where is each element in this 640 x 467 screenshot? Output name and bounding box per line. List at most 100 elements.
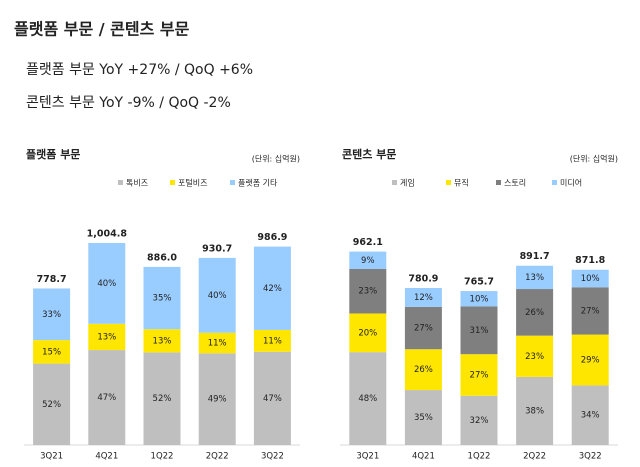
bar-segment	[404, 349, 442, 391]
segment-label: 9%	[361, 256, 375, 266]
legend-swatch	[118, 180, 123, 185]
summary-line: 콘텐츠 부문 YoY -9% / QoQ -2%	[26, 95, 231, 111]
segment-label: 31%	[470, 326, 489, 336]
segment-label: 42%	[263, 284, 282, 294]
segment-label: 10%	[581, 274, 600, 284]
bar-segment	[88, 350, 126, 445]
legend-label: 뮤직	[454, 178, 469, 188]
x-tick-label: 3Q21	[40, 452, 63, 462]
bar-segment	[198, 332, 236, 354]
x-tick-label: 3Q22	[579, 452, 602, 462]
legend-label: 플랫폼 기타	[238, 178, 278, 188]
summary-line: 플랫폼 부문 YoY +27% / QoQ +6%	[26, 62, 253, 78]
bar-segment	[88, 243, 126, 324]
segment-label: 27%	[414, 324, 433, 334]
legend-label: 톡비즈	[126, 179, 148, 188]
bar-segment	[571, 269, 609, 288]
segment-label: 33%	[42, 310, 61, 320]
total-label: 930.7	[202, 243, 232, 254]
bar-segment	[404, 390, 442, 445]
page-title: 플랫폼 부문 / 콘텐츠 부문	[14, 20, 190, 39]
bar-segment	[253, 351, 291, 445]
bar-segment	[198, 353, 236, 445]
total-label: 871.8	[575, 255, 605, 266]
segment-label: 10%	[470, 294, 489, 304]
segment-label: 52%	[42, 400, 61, 410]
bar-segment	[253, 246, 291, 330]
x-tick-label: 3Q21	[356, 452, 379, 462]
segment-label: 35%	[414, 413, 433, 423]
total-label: 765.7	[464, 277, 494, 288]
bar-segment	[460, 395, 498, 445]
x-tick-label: 4Q21	[412, 452, 435, 462]
segment-label: 40%	[208, 291, 227, 301]
bar-segment	[516, 376, 554, 445]
bar-segment	[516, 289, 554, 336]
segment-label: 38%	[525, 406, 544, 416]
bar-segment	[198, 257, 236, 333]
legend-label: 포털비즈	[178, 178, 207, 188]
bar-segment	[33, 288, 71, 341]
bar-segment	[143, 352, 181, 445]
x-tick-label: 1Q22	[151, 452, 174, 462]
bar-segment	[88, 323, 126, 351]
legend-label: 스토리	[504, 179, 526, 188]
segment-label: 23%	[525, 352, 544, 362]
segment-label: 27%	[581, 306, 600, 316]
segment-label: 27%	[470, 370, 489, 380]
bar-segment	[349, 313, 387, 353]
legend-swatch	[552, 180, 557, 185]
bar-segment	[404, 288, 442, 307]
total-label: 780.9	[408, 274, 438, 285]
bar-segment	[460, 354, 498, 396]
x-tick-label: 1Q22	[468, 452, 491, 462]
segment-label: 13%	[525, 273, 544, 283]
legend-swatch	[496, 180, 501, 185]
bar-segment	[349, 352, 387, 445]
legend-swatch	[446, 180, 451, 185]
bar-segment	[460, 306, 498, 355]
segment-label: 11%	[263, 336, 282, 346]
segment-label: 48%	[358, 394, 377, 404]
segment-label: 34%	[581, 411, 600, 421]
total-label: 986.9	[257, 232, 287, 243]
x-tick-label: 2Q22	[206, 452, 229, 462]
legend-swatch	[230, 180, 235, 185]
x-tick-label: 4Q21	[95, 452, 118, 462]
total-label: 962.1	[353, 237, 383, 248]
segment-label: 47%	[263, 394, 282, 404]
bar-segment	[33, 363, 71, 445]
bar-segment	[253, 329, 291, 352]
bar-segment	[404, 306, 442, 350]
legend-swatch	[170, 180, 175, 185]
chart-title: 플랫폼 부문	[26, 147, 80, 161]
segment-label: 15%	[42, 347, 61, 357]
chart-title: 콘텐츠 부문	[342, 147, 396, 161]
bar-segment	[571, 385, 609, 445]
x-tick-label: 2Q22	[523, 452, 546, 462]
x-tick-label: 3Q22	[261, 452, 284, 462]
legend-swatch	[392, 180, 397, 185]
unit-label: (단위: 십억원)	[570, 154, 618, 164]
bar-segment	[349, 251, 387, 269]
segment-label: 47%	[97, 393, 116, 403]
bar-segment	[571, 287, 609, 335]
legend-label: 게임	[400, 178, 415, 188]
unit-label: (단위: 십억원)	[252, 154, 300, 164]
segment-label: 23%	[358, 287, 377, 297]
total-label: 891.7	[520, 251, 550, 262]
segment-label: 20%	[358, 328, 377, 338]
segment-label: 52%	[153, 394, 172, 404]
segment-label: 26%	[414, 365, 433, 375]
segment-label: 26%	[525, 308, 544, 318]
segment-label: 13%	[97, 332, 116, 342]
legend-label: 미디어	[560, 178, 582, 188]
bar-segment	[349, 268, 387, 314]
segment-label: 29%	[581, 355, 600, 365]
bar-segment	[143, 329, 181, 353]
total-label: 1,004.8	[87, 229, 128, 240]
bar-segment	[516, 265, 554, 290]
bar-segment	[516, 335, 554, 377]
segment-label: 13%	[153, 336, 172, 346]
